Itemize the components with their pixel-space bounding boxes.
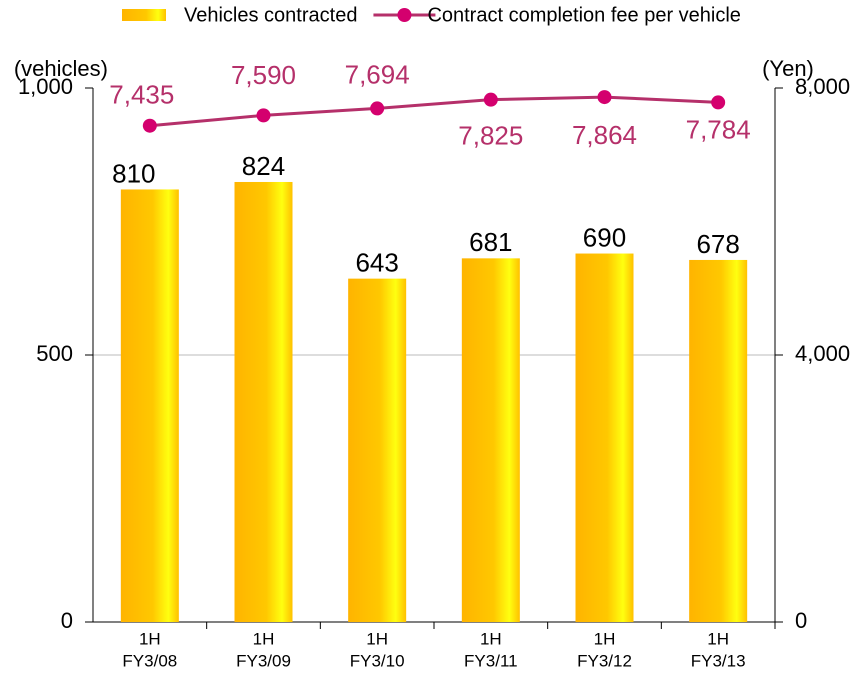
- y2-tick-label: 8,000: [795, 74, 850, 99]
- x-tick-label: 1H: [480, 629, 502, 648]
- y-tick-label: 500: [36, 341, 73, 366]
- y2-tick-label: 0: [795, 608, 807, 633]
- bar-value-label: 824: [242, 151, 285, 181]
- bar: [689, 259, 748, 622]
- x-tick-label: 1H: [594, 629, 616, 648]
- line-value-label: 7,694: [345, 59, 410, 89]
- x-tick-label: FY3/13: [691, 651, 746, 670]
- x-tick-label: 1H: [139, 629, 161, 648]
- marker: [597, 90, 612, 105]
- legend-label: Vehicles contracted: [184, 4, 357, 26]
- line-value-label: 7,784: [686, 114, 751, 144]
- bar-value-label: 681: [469, 227, 512, 257]
- line-value-label: 7,435: [109, 80, 174, 110]
- y-tick-label: 0: [61, 608, 73, 633]
- legend-swatch: [122, 9, 166, 21]
- line: [149, 95, 719, 128]
- bar-value-label: 810: [112, 158, 155, 188]
- y2-axis-label: (Yen): [762, 56, 814, 81]
- x-tick-label: FY3/10: [350, 651, 405, 670]
- x-tick-label: 1H: [707, 629, 729, 648]
- y-axis-label: (vehicles): [14, 56, 108, 81]
- x-tick-label: FY3/08: [122, 651, 177, 670]
- y-tick-label: 1,000: [18, 74, 73, 99]
- bar-value-label: 678: [696, 229, 739, 259]
- legend-marker: [397, 8, 412, 22]
- bar: [120, 189, 179, 622]
- bar: [575, 253, 634, 623]
- line-value-label: 7,825: [458, 121, 523, 151]
- x-tick-label: 1H: [366, 629, 388, 648]
- bar-value-label: 690: [583, 222, 626, 252]
- marker: [142, 118, 157, 133]
- y2-tick-label: 4,000: [795, 341, 850, 366]
- x-tick-label: FY3/09: [236, 651, 291, 670]
- marker: [483, 92, 498, 107]
- marker: [370, 101, 385, 116]
- bar: [461, 258, 520, 622]
- marker: [256, 108, 271, 123]
- x-tick-label: 1H: [253, 629, 275, 648]
- bar: [348, 278, 407, 622]
- x-tick-label: FY3/12: [577, 651, 632, 670]
- legend-label: Contract completion fee per vehicle: [427, 4, 741, 26]
- x-tick-label: FY3/11: [464, 651, 518, 670]
- line-value-label: 7,864: [572, 120, 637, 150]
- marker: [711, 95, 726, 110]
- bar-value-label: 643: [355, 248, 398, 278]
- line-value-label: 7,590: [231, 60, 296, 90]
- bar: [234, 181, 293, 622]
